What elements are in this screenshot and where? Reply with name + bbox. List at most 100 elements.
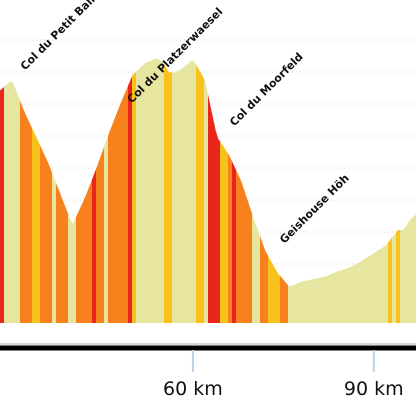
gradient-band — [360, 58, 365, 323]
gradient-band — [172, 58, 177, 323]
pass-label: Col du Petit Ballon — [18, 0, 109, 73]
gradient-band — [64, 58, 69, 323]
gradient-band — [132, 58, 137, 323]
gradient-band — [192, 58, 197, 323]
gradient-band — [228, 58, 233, 323]
gradient-band — [8, 58, 13, 323]
gradient-band — [280, 58, 285, 323]
gradient-band — [156, 58, 161, 323]
gradient-band — [276, 58, 281, 323]
gradient-band — [384, 58, 389, 323]
gradient-band — [72, 58, 77, 323]
gradient-band — [20, 58, 25, 323]
gradient-band — [68, 58, 73, 323]
gradient-band — [184, 58, 189, 323]
gradient-band — [208, 58, 213, 323]
gradient-band — [252, 58, 257, 323]
axis-gap — [0, 323, 416, 343]
gradient-band — [320, 58, 325, 323]
gradient-band — [308, 58, 313, 323]
gradient-band — [76, 58, 81, 323]
gradient-band — [24, 58, 29, 323]
gradient-band — [376, 58, 381, 323]
gradient-band — [356, 58, 361, 323]
gradient-band — [124, 58, 129, 323]
gradient-bands — [0, 58, 416, 323]
gradient-band — [148, 58, 153, 323]
gradient-band — [300, 58, 305, 323]
x-tick-label: 90 km — [344, 378, 404, 400]
gradient-band — [168, 58, 173, 323]
gradient-band — [212, 58, 217, 323]
gradient-band — [412, 58, 416, 323]
gradient-band — [196, 58, 201, 323]
gradient-band — [136, 58, 141, 323]
gradient-band — [284, 58, 289, 323]
gradient-band — [236, 58, 241, 323]
gradient-band — [28, 58, 33, 323]
gradient-band — [164, 58, 169, 323]
gradient-band — [268, 58, 273, 323]
gradient-band — [12, 58, 17, 323]
gradient-band — [84, 58, 89, 323]
gradient-band — [60, 58, 65, 323]
gradient-band — [344, 58, 349, 323]
gradient-band — [404, 58, 409, 323]
gradient-band — [348, 58, 353, 323]
gradient-band — [140, 58, 145, 323]
gradient-band — [144, 58, 149, 323]
gradient-band — [332, 58, 337, 323]
gradient-band — [408, 58, 413, 323]
gradient-band — [256, 58, 261, 323]
gradient-band — [396, 58, 401, 323]
gradient-band — [108, 58, 113, 323]
gradient-band — [328, 58, 333, 323]
gradient-band — [36, 58, 41, 323]
gradient-band — [92, 58, 97, 323]
gradient-band — [244, 58, 249, 323]
gradient-band — [232, 58, 237, 323]
gradient-band — [324, 58, 329, 323]
gradient-band — [316, 58, 321, 323]
gradient-band — [204, 58, 209, 323]
pass-label: Geishouse Höh — [277, 172, 352, 247]
gradient-band — [4, 58, 9, 323]
gradient-band — [240, 58, 245, 323]
gradient-band — [372, 58, 377, 323]
gradient-band — [216, 58, 221, 323]
gradient-band — [120, 58, 125, 323]
gradient-band — [388, 58, 393, 323]
x-tick-label: 60 km — [163, 378, 223, 400]
gradient-band — [264, 58, 269, 323]
gradient-band — [88, 58, 93, 323]
gradient-band — [44, 58, 49, 323]
pass-label: Col du Moorfeld — [227, 50, 306, 129]
gradient-band — [180, 58, 185, 323]
gradient-band — [368, 58, 373, 323]
gradient-band — [16, 58, 21, 323]
gradient-band — [128, 58, 133, 323]
gradient-band — [260, 58, 265, 323]
gradient-band — [248, 58, 253, 323]
gradient-band — [104, 58, 109, 323]
gradient-band — [112, 58, 117, 323]
gradient-band — [288, 58, 293, 323]
gradient-band — [0, 58, 5, 323]
gradient-band — [200, 58, 205, 323]
gradient-band — [52, 58, 57, 323]
gradient-band — [160, 58, 165, 323]
gradient-band — [80, 58, 85, 323]
gradient-band — [32, 58, 37, 323]
gradient-band — [352, 58, 357, 323]
gradient-band — [220, 58, 225, 323]
gradient-band — [292, 58, 297, 323]
x-axis: 60 km 90 km — [0, 323, 416, 400]
gradient-band — [56, 58, 61, 323]
gradient-band — [272, 58, 277, 323]
gradient-band — [304, 58, 309, 323]
gradient-band — [96, 58, 101, 323]
gradient-band — [340, 58, 345, 323]
gradient-band — [176, 58, 181, 323]
